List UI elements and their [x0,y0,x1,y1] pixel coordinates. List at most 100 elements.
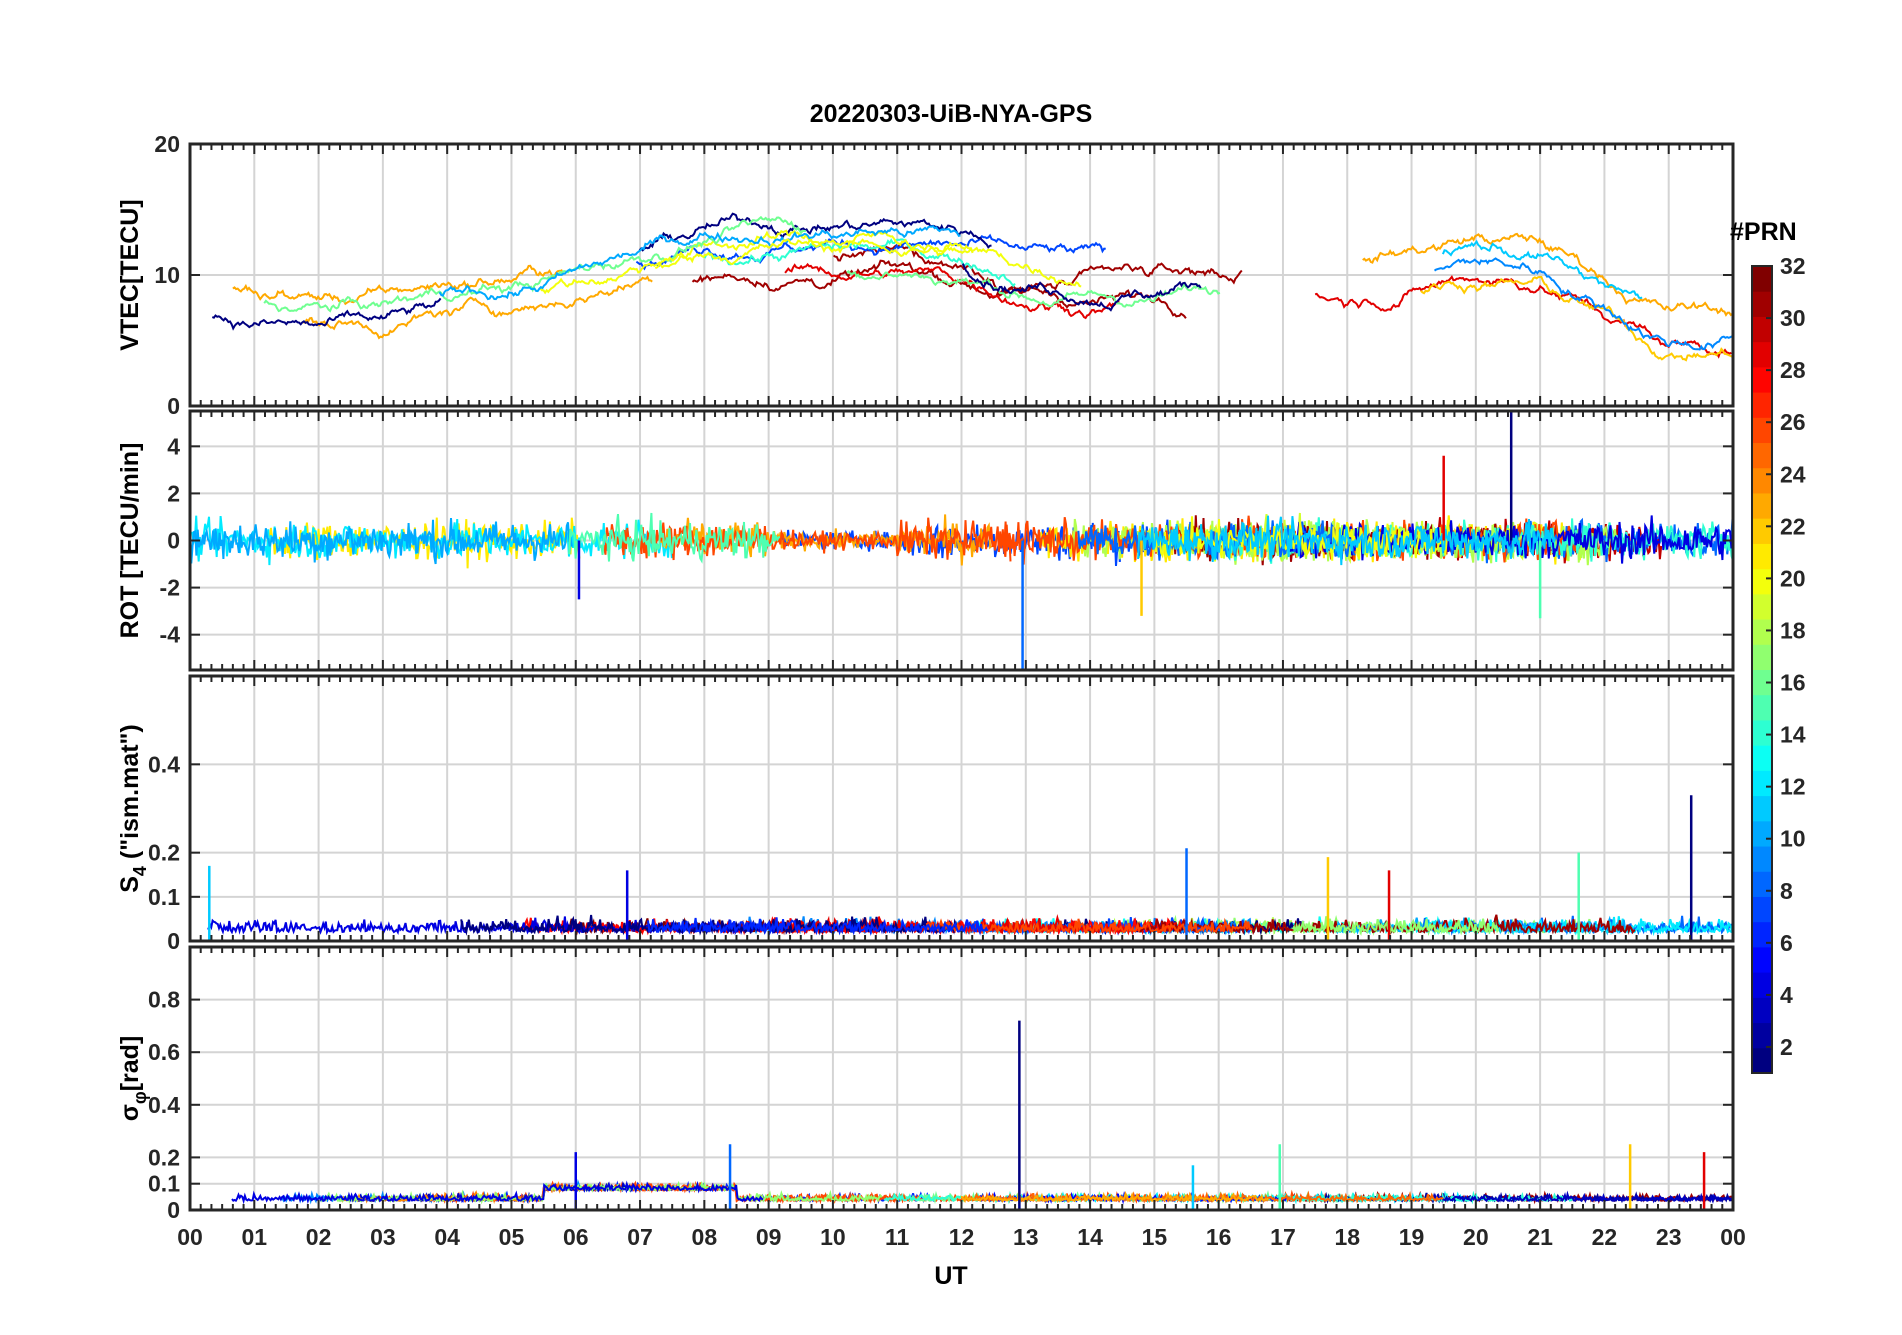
prn-trace [603,517,1012,562]
colorbar-tick-label: 18 [1780,617,1806,643]
x-tick-label: 10 [820,1224,846,1250]
y-tick-label: 0 [167,528,180,554]
x-tick-label: 02 [306,1224,332,1250]
prn-trace [960,1189,1270,1204]
y-tick-label: 4 [167,433,180,459]
colorbar-band [1752,619,1772,645]
prn-trace [1137,515,1556,566]
traces [190,411,1733,670]
y-axis-label: ROT [TECU/min] [116,443,144,639]
y-axis-label: σφ[rad] [116,1036,150,1122]
prn-trace [846,270,1221,308]
colorbar-band [1752,417,1772,444]
colorbar-band [1752,946,1772,973]
x-tick-label: 03 [370,1224,396,1250]
prn-trace [961,263,1202,312]
chart-title: 20220303-UiB-NYA-GPS [809,100,1093,128]
prn-trace [1420,275,1733,362]
y-tick-label: 0 [167,928,180,954]
colorbar-band [1752,770,1772,797]
prn-trace [302,275,653,340]
prn-trace [231,1180,764,1205]
y-tick-label: 10 [154,262,180,288]
colorbar-band [1752,997,1772,1024]
x-tick-label: 00 [177,1224,203,1250]
x-axis-label: UT [934,1262,968,1290]
colorbar-tick-label: 30 [1780,305,1806,331]
colorbar-tick-label: 10 [1780,826,1806,852]
y-tick-label: 0.6 [148,1039,180,1065]
colorbar-band [1752,795,1772,822]
y-tick-label: 0.2 [148,840,180,866]
x-tick-label: 13 [1013,1224,1039,1250]
prn-trace [190,518,573,565]
prn-trace [211,297,442,331]
prn-trace [1433,257,1733,351]
colorbar-title: #PRN [1730,218,1797,246]
colorbar-band [1752,543,1772,570]
colorbar-band [1752,518,1772,544]
x-tick-label: 16 [1206,1224,1232,1250]
x-tick-label: 19 [1399,1224,1425,1250]
x-tick-label: 00 [1720,1224,1746,1250]
colorbar-band [1752,921,1772,948]
colorbar-band [1752,871,1772,897]
panel-rot: -4 -2 0 2 4 ROT [TECU/min] [116,409,1735,672]
y-tick-label: 0.1 [148,1171,180,1197]
y-tick-label: 2 [167,480,180,506]
panel-sigma_phi: 00.10.2 0.4 0.6 0.8 σφ[rad] [116,945,1735,1223]
prn-trace [232,264,563,306]
colorbar-band [1752,1022,1772,1049]
colorbar-band [1752,694,1772,721]
prn-trace [1136,914,1636,936]
x-tick-label: 17 [1270,1224,1296,1250]
x-tick-label: 21 [1527,1224,1553,1250]
colorbar-tick-label: 12 [1780,774,1806,800]
colorbar-band [1752,593,1772,620]
colorbar-band [1752,846,1772,872]
colorbar-tick-label: 26 [1780,409,1806,435]
y-tick-label: 0.2 [148,1144,180,1170]
colorbar-band [1752,719,1772,746]
colorbar-band [1752,316,1772,343]
colorbar-tick-label: 28 [1780,357,1806,383]
colorbar-tick-label: 32 [1780,253,1806,279]
prn-trace [784,262,1120,320]
prn-trace [1432,1190,1733,1204]
traces [207,795,1733,941]
traces [211,212,1733,362]
colorbar-tick-label: 8 [1780,878,1793,904]
y-tick-label: 0.1 [148,884,180,910]
x-tick-label: 06 [563,1224,589,1250]
x-tick-label: 09 [756,1224,782,1250]
colorbar-tick-label: 4 [1780,982,1793,1008]
x-tick-label: 20 [1463,1224,1489,1250]
y-tick-label: -4 [160,622,181,648]
colorbar-band [1752,492,1772,519]
colorbar-band [1752,442,1772,469]
y-tick-label: 0 [167,1197,180,1223]
prn-trace [539,229,974,295]
x-tick-label: 05 [499,1224,525,1250]
colorbar-band [1752,1047,1772,1074]
colorbar-band [1752,266,1772,292]
prn-trace [691,259,1187,319]
colorbar-band [1752,568,1772,595]
panel-vtec: 0 10 20 VTEC[TECU] [116,131,1735,419]
colorbar-tick-label: 2 [1780,1034,1793,1060]
prn-trace [654,238,1082,288]
prn-trace [438,225,961,301]
colorbar-frame [1751,265,1773,1074]
prn-trace [1441,239,1643,300]
y-axis-label: S4 ("ism.mat") [116,724,150,893]
colorbar-band [1752,745,1772,771]
x-tick-label: 15 [1142,1224,1168,1250]
traces [231,1020,1733,1210]
x-tick-label: 11 [885,1224,910,1250]
colorbar-tick-label: 16 [1780,670,1806,696]
y-axis-label: VTEC[TECU] [116,199,144,350]
y-tick-label: -2 [160,575,180,601]
